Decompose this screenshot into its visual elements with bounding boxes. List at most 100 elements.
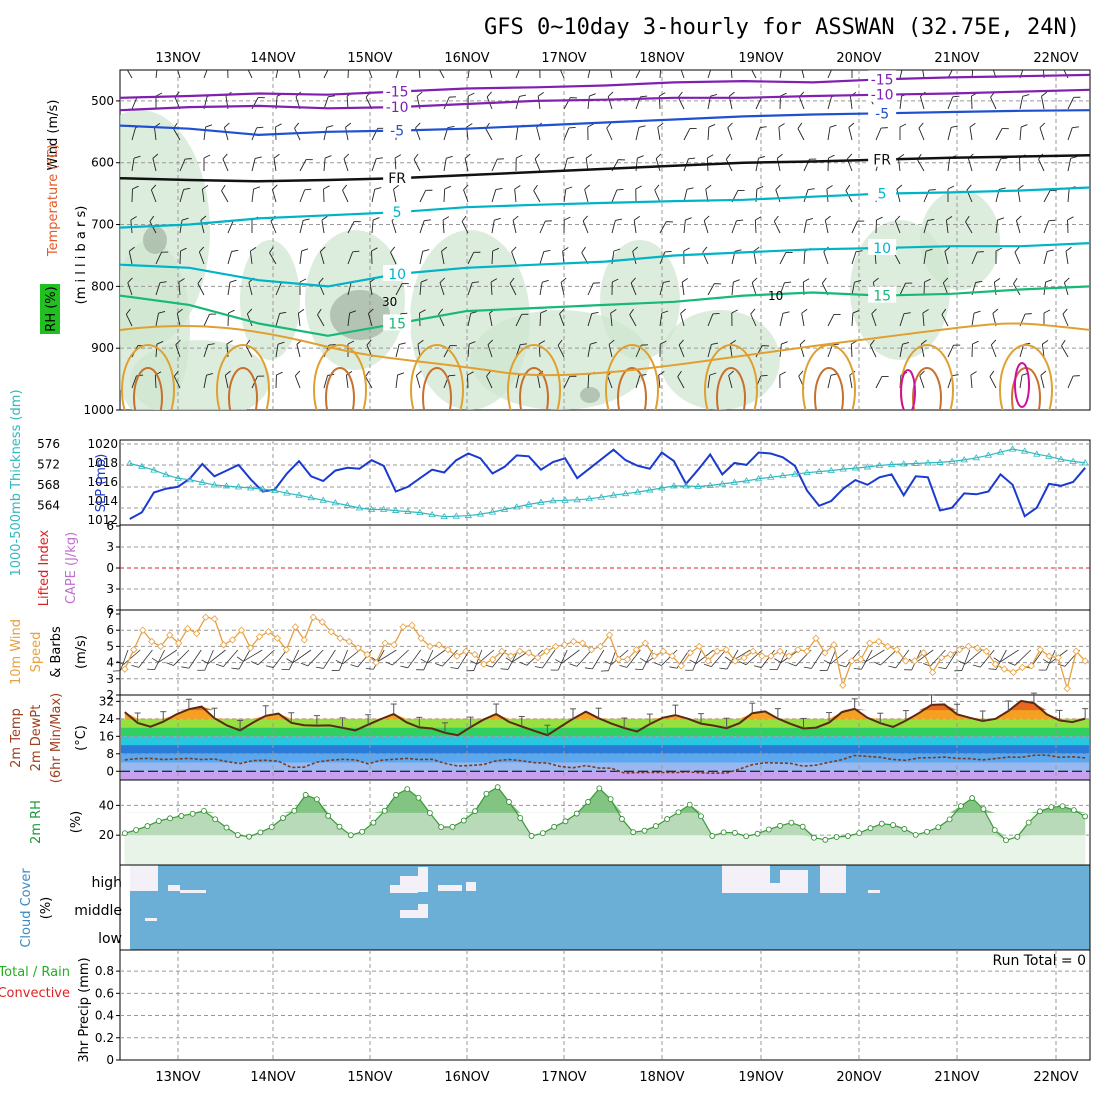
wind-barb: [534, 153, 541, 172]
wind-barb: [442, 216, 450, 234]
wind-barb: [801, 308, 808, 327]
cloud-gap: [180, 890, 206, 893]
isotherm-label-bg: [868, 85, 897, 102]
wind-barb: [563, 186, 573, 203]
minmax-label: (6hr Min/Max): [49, 693, 64, 783]
isotherm-warm: [605, 344, 659, 410]
wind-barb: [728, 370, 734, 389]
rh2m-marker: [246, 833, 253, 840]
wind-label: Wind (m/s): [46, 100, 61, 171]
wind-barb: [203, 313, 217, 327]
isotherm-warm: [228, 367, 258, 410]
wind-barb: [464, 153, 471, 172]
wind-barb: [539, 309, 548, 327]
thickness-marker: [319, 496, 327, 503]
rh2m-marker: [426, 810, 433, 816]
wind-barb: [678, 339, 685, 358]
rh2m-marker: [867, 825, 874, 832]
rh2m-marker: [822, 836, 829, 843]
wind10m-unit-label: (m/s): [74, 635, 89, 669]
precip-panel: 0.8 0.6 0.4 0.2 0 Run Total = 0 Total / Rain…: [0, 949, 1091, 1067]
wind-barb: [419, 189, 433, 203]
run-total: Run Total = 0: [992, 953, 1086, 969]
wind10m-marker: [704, 657, 712, 665]
cloud-gap: [722, 865, 770, 893]
thickness-tick-label: 572: [37, 457, 60, 471]
rh2m-marker: [291, 807, 298, 814]
cloud-gap: [868, 890, 880, 893]
wind10m-barb: [236, 649, 263, 662]
rh2m-marker: [1048, 804, 1055, 811]
wind-barb: [629, 308, 637, 327]
wind-barb: [371, 157, 383, 172]
wind10m-marker: [830, 641, 838, 649]
wind10m-marker: [1009, 668, 1018, 676]
y-tick-label: 32: [99, 694, 114, 708]
wind-barb: [851, 250, 863, 265]
wind-barb: [203, 373, 214, 389]
wind-barb: [755, 156, 766, 172]
wind10m-barb: [197, 649, 214, 671]
wind10m-marker: [928, 668, 937, 676]
thickness-marker: [440, 512, 448, 520]
rh2m-marker: [302, 792, 309, 798]
isotherm-label: -10: [871, 88, 894, 104]
wind10m-barb: [685, 649, 702, 671]
thickness-marker: [500, 505, 509, 512]
wind-barb: [345, 371, 353, 389]
wind-barb: [753, 246, 760, 265]
wind-barb: [224, 370, 231, 389]
wind10m-marker: [866, 639, 874, 647]
wind-barb: [347, 221, 361, 234]
wind10m-marker: [910, 657, 919, 665]
wind-barb: [198, 246, 205, 265]
wind-barb: [899, 342, 910, 358]
wind-barb: [562, 247, 569, 265]
wind10m-barb: [555, 649, 580, 664]
thickness-marker: [392, 506, 400, 513]
wind-barb: [1067, 96, 1081, 110]
wind-barb: [269, 246, 277, 265]
cloud-gap: [770, 883, 780, 893]
wind10m-barb: [873, 649, 897, 666]
wind-barb: [443, 155, 453, 172]
thickness-marker: [646, 486, 654, 493]
wind-barb: [509, 277, 517, 296]
wind-barb: [969, 122, 976, 141]
wind10m-barb: [584, 649, 605, 670]
wind-barb: [173, 370, 181, 389]
wind10m-marker: [309, 613, 317, 621]
wind-barb: [487, 339, 494, 358]
wind10m-marker: [919, 649, 928, 657]
wind-barb: [321, 215, 328, 234]
wind-barb: [749, 70, 757, 79]
wind-barb: [659, 310, 669, 327]
wind10m-marker: [1036, 645, 1044, 654]
wind-barb: [439, 277, 446, 296]
isotherm-line: [120, 73, 1090, 99]
thickness-marker: [585, 495, 593, 502]
wind-barb: [751, 277, 758, 296]
wind-barb: [560, 277, 567, 296]
wind-barb: [223, 122, 230, 141]
wind10m-marker: [148, 637, 156, 646]
wind-barb: [584, 184, 590, 203]
wind-barb: [125, 70, 133, 79]
wind-barb: [297, 70, 301, 79]
rh2m-marker: [1059, 803, 1066, 810]
wind-barb: [342, 184, 349, 203]
wind-barb: [707, 312, 720, 327]
wind10m-marker: [668, 652, 676, 660]
wind-barb: [1014, 246, 1021, 265]
wind-barb: [443, 185, 452, 203]
wind-barb: [463, 184, 469, 203]
wind-barb: [563, 156, 575, 172]
wind10m-barb: [719, 649, 739, 670]
wind10m-barb: [116, 649, 141, 665]
rh2m-marker: [359, 828, 366, 835]
day-label-bottom: 13NOV: [155, 1070, 200, 1085]
thickness-tick-label: 564: [37, 498, 60, 512]
wind-barb: [367, 70, 373, 79]
wind-barb: [848, 122, 855, 141]
wind10m-marker: [1072, 647, 1080, 655]
